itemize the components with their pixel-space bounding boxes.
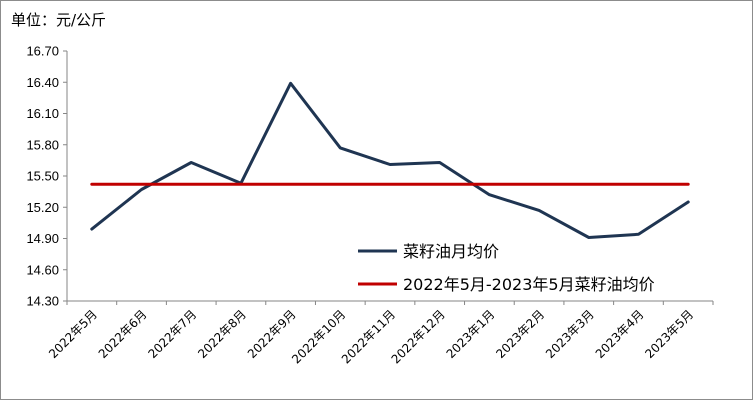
y-tick-label: 15.50: [26, 169, 59, 184]
x-tick-label: 2023年4月: [593, 307, 647, 361]
y-tick-label: 14.90: [26, 231, 59, 246]
series-group: [90, 81, 690, 239]
y-tick-label: 15.80: [26, 137, 59, 152]
x-tick-label: 2022年6月: [96, 307, 150, 361]
x-tick-label: 2022年8月: [195, 307, 249, 361]
x-tick-label: 2022年7月: [145, 307, 199, 361]
y-tick-label: 15.20: [26, 200, 59, 215]
legend-label: 菜籽油月均价: [403, 242, 499, 261]
x-tick-label: 2022年5月: [46, 307, 100, 361]
legend: 菜籽油月均价 2022年5月-2023年5月菜籽油均价: [358, 242, 655, 294]
x-tick-label: 2023年3月: [543, 307, 597, 361]
x-tick-label: 2022年12月: [389, 307, 448, 366]
x-tick-label: 2023年1月: [444, 307, 498, 361]
y-tick-label: 16.10: [26, 106, 59, 121]
series-line-monthly-price: [90, 81, 690, 239]
x-tick-label: 2022年9月: [245, 307, 299, 361]
y-axis-ticks: 14.30 14.60 14.90 15.20 15.50 15.80 16.10 16.40…: [26, 44, 67, 309]
y-tick-label: 16.40: [26, 75, 59, 90]
x-tick-label: 2023年2月: [493, 307, 547, 361]
x-tick-label: 2023年5月: [642, 307, 696, 361]
y-tick-label: 14.30: [26, 294, 59, 309]
y-tick-label: 16.70: [26, 44, 59, 59]
unit-label: 单位：元/公斤: [11, 11, 107, 29]
legend-label: 2022年5月-2023年5月菜籽油均价: [403, 275, 655, 294]
y-tick-label: 14.60: [26, 262, 59, 277]
